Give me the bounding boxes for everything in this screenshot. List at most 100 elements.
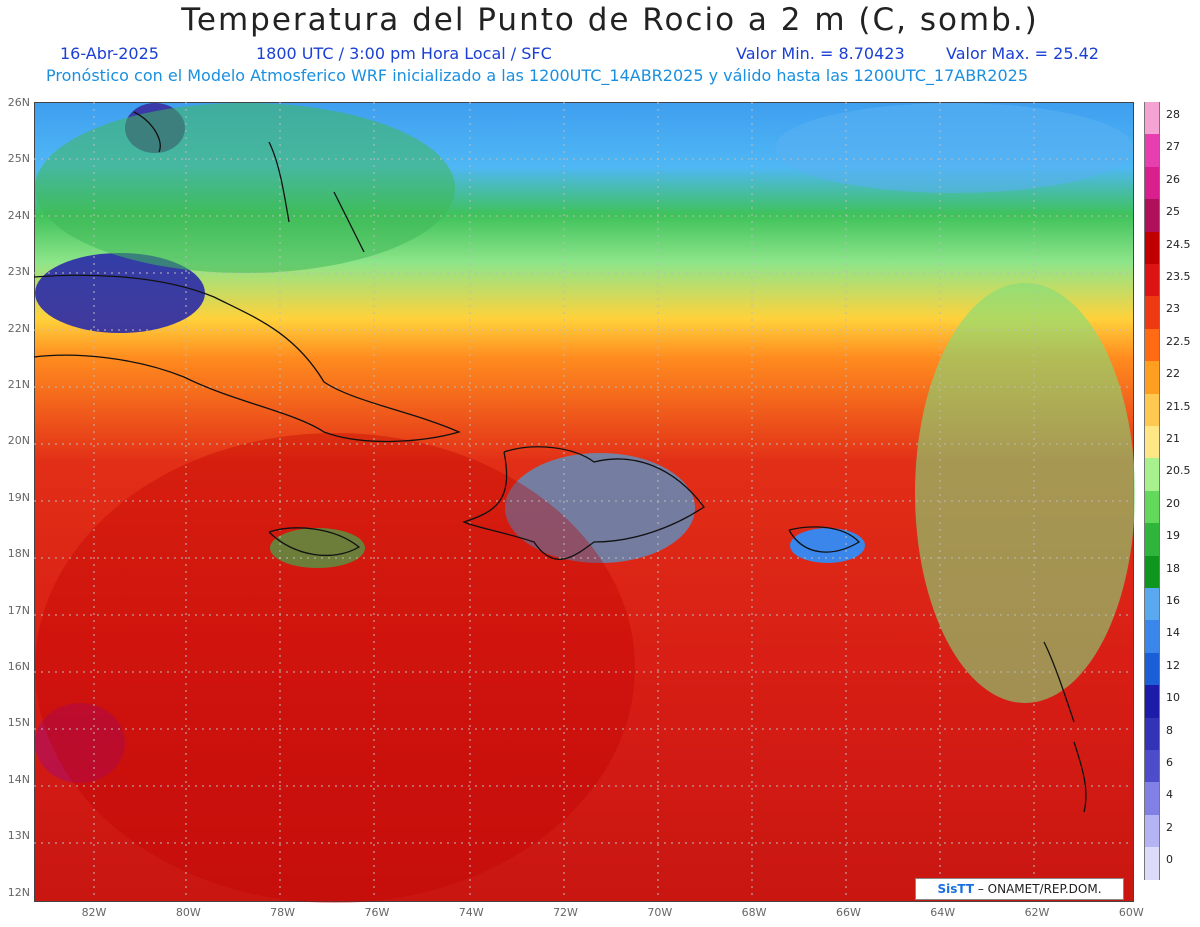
- lon-tick: 82W: [81, 906, 107, 919]
- color-swatch: [1144, 750, 1160, 783]
- sistt-logo: SisTT: [937, 882, 974, 896]
- color-scale-label: 28: [1166, 108, 1180, 121]
- color-swatch: [1144, 166, 1160, 200]
- color-scale-label: 20.5: [1166, 464, 1191, 478]
- color-scale-label: 26: [1166, 172, 1180, 186]
- lat-tick: 24N: [7, 208, 30, 222]
- color-scale-label: 0: [1166, 853, 1173, 867]
- lat-tick: 23N: [7, 265, 30, 279]
- lon-tick: 74W: [458, 906, 484, 919]
- lon-tick: 76W: [364, 906, 390, 919]
- lesser-antilles-coast: [1043, 641, 1087, 813]
- color-swatch: [1144, 264, 1160, 297]
- color-swatch: [1144, 102, 1160, 135]
- north-green-zone: [35, 103, 455, 273]
- color-scale-label: 24.5: [1166, 237, 1191, 251]
- color-scale-label: 19: [1166, 529, 1180, 543]
- color-scale-label: 22: [1166, 367, 1180, 381]
- forecast-time: 1800 UTC / 3:00 pm Hora Local / SFC: [256, 44, 552, 63]
- east-green-zone: [915, 283, 1135, 703]
- color-swatch: [1144, 199, 1160, 232]
- lon-tick: 80W: [175, 906, 201, 919]
- lat-tick: 26N: [7, 96, 30, 109]
- lon-tick: 62W: [1024, 906, 1050, 919]
- color-swatch: [1144, 134, 1160, 167]
- lat-tick: 21N: [7, 378, 30, 391]
- color-scale-label: 2: [1166, 820, 1173, 834]
- color-scale-label: 6: [1166, 756, 1173, 769]
- lat-tick: 20N: [7, 434, 30, 448]
- color-swatch: [1144, 620, 1160, 653]
- min-value: Valor Min. = 8.70423: [736, 44, 905, 63]
- dewpoint-map: [34, 102, 1135, 903]
- hispaniola-coast: [462, 446, 705, 560]
- max-value: Valor Max. = 25.42: [946, 44, 1099, 63]
- color-swatch: [1144, 588, 1160, 621]
- color-scale-label: 16: [1166, 594, 1180, 607]
- coastlines: [34, 111, 1087, 813]
- lat-tick: 16N: [7, 660, 30, 673]
- credit-text: – ONAMET/REP.DOM.: [977, 882, 1102, 896]
- color-scale-label: 21: [1166, 432, 1180, 445]
- map-title: Temperatura del Punto de Rocio a 2 m (C,…: [181, 2, 1039, 38]
- color-swatch: [1144, 231, 1160, 264]
- lat-tick: 13N: [7, 829, 30, 843]
- color-swatch: [1144, 685, 1160, 718]
- lon-tick: 78W: [270, 906, 296, 919]
- color-scale-label: 23.5: [1166, 270, 1191, 283]
- color-scale-label: 18: [1166, 561, 1180, 575]
- color-scale-label: 8: [1166, 723, 1173, 737]
- jamaica-zone: [270, 528, 365, 568]
- color-swatch: [1144, 458, 1160, 491]
- color-scale-label: 27: [1166, 140, 1180, 154]
- lat-tick: 17N: [7, 603, 30, 617]
- color-swatch: [1144, 296, 1160, 329]
- northeast-blue-zone: [775, 103, 1133, 193]
- lat-tick: 19N: [7, 490, 30, 504]
- lat-tick: 15N: [7, 716, 30, 730]
- color-swatch: [1144, 555, 1160, 588]
- lat-tick: 12N: [7, 885, 30, 899]
- lon-tick: 66W: [835, 906, 861, 919]
- color-scale-label: 10: [1166, 691, 1180, 705]
- color-swatch: [1144, 652, 1160, 686]
- map-overlay: [34, 102, 1132, 900]
- color-scale-label: 12: [1166, 658, 1180, 672]
- lat-tick: 22N: [7, 321, 30, 335]
- color-scale-label: 21.5: [1166, 399, 1191, 413]
- color-scale-label: 4: [1166, 788, 1173, 802]
- graticule: [34, 102, 1132, 900]
- florida-coast: [133, 111, 161, 153]
- color-swatch: [1144, 490, 1160, 524]
- lon-tick: 68W: [741, 906, 767, 919]
- lon-tick: 70W: [647, 906, 673, 919]
- lon-tick: 72W: [553, 906, 578, 919]
- color-swatch: [1144, 361, 1160, 394]
- credit-badge: SisTT – ONAMET/REP.DOM.: [915, 878, 1124, 900]
- color-swatch: [1144, 328, 1160, 362]
- color-swatch: [1144, 847, 1160, 880]
- color-scale-label: 25: [1166, 205, 1180, 219]
- color-swatch: [1144, 426, 1160, 459]
- cuba-coast: [34, 274, 461, 443]
- color-scale-label: 14: [1166, 626, 1180, 640]
- color-swatch: [1144, 393, 1160, 426]
- puerto-rico-coast: [788, 526, 861, 553]
- caribbean-warm-zone: [35, 433, 635, 903]
- color-scale-label: 23: [1166, 302, 1180, 316]
- color-swatch: [1144, 717, 1160, 750]
- color-swatch: [1144, 523, 1160, 556]
- forecast-date: 16-Abr-2025: [60, 44, 159, 63]
- lat-tick: 18N: [7, 547, 30, 561]
- lat-tick: 14N: [7, 772, 30, 786]
- color-swatch: [1144, 782, 1160, 815]
- lat-tick: 25N: [7, 152, 30, 166]
- lon-tick: 60W: [1118, 906, 1144, 919]
- color-scale-label: 22.5: [1166, 334, 1191, 348]
- model-subtitle: Pronóstico con el Modelo Atmosferico WRF…: [46, 66, 1029, 85]
- jamaica-coast: [268, 527, 361, 557]
- color-scale-label: 20: [1166, 496, 1180, 510]
- lon-tick: 64W: [930, 906, 956, 919]
- bahamas-coast: [268, 141, 365, 253]
- southwest-warm-zone: [35, 703, 125, 783]
